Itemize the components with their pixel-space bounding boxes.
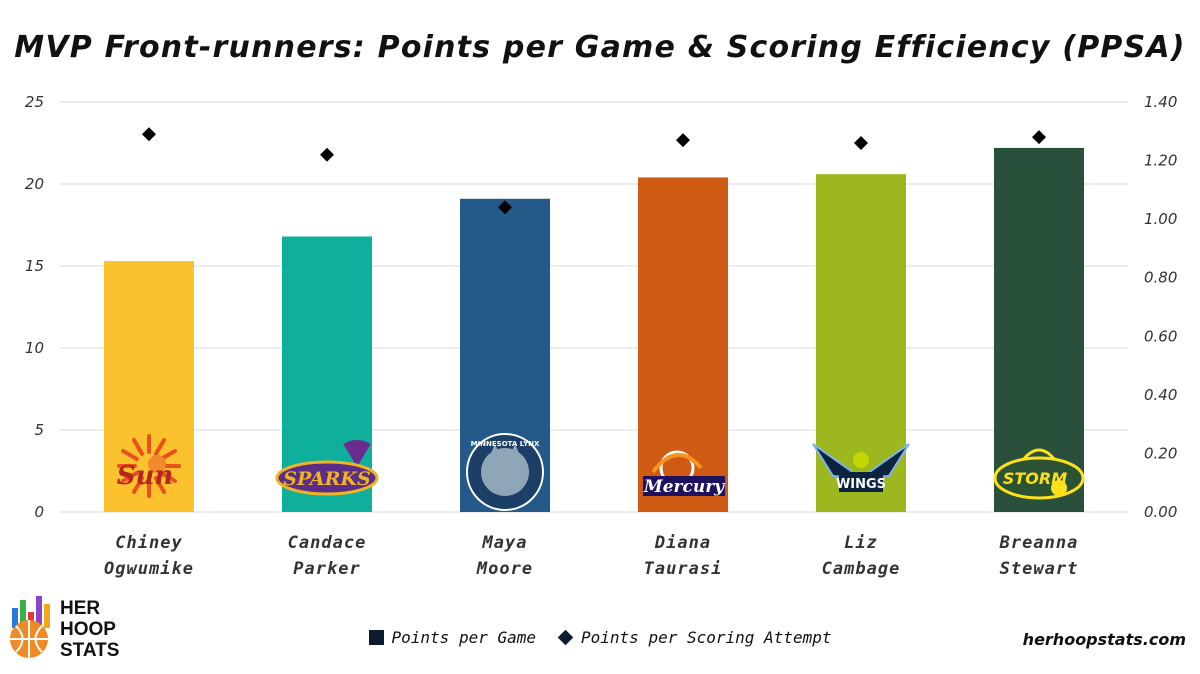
- sun-logo: Sun: [117, 434, 181, 498]
- player-label: Breanna: [999, 533, 1079, 553]
- legend: Points per Game Points per Scoring Attem…: [0, 628, 1200, 647]
- player-label: Candace: [288, 533, 367, 553]
- gridlines: [60, 101, 1128, 513]
- player-label: Chiney: [115, 533, 182, 553]
- svg-text:Mercury: Mercury: [643, 477, 725, 497]
- player-label: Liz: [844, 533, 878, 553]
- player-label: Maya: [482, 533, 528, 553]
- right-tick-label: 0.40: [1144, 386, 1177, 404]
- right-tick-label: 1.00: [1144, 210, 1177, 228]
- left-tick-label: 20: [25, 175, 44, 193]
- legend-ppsa-label: Points per Scoring Attempt: [581, 628, 832, 647]
- right-tick-label: 0.60: [1144, 327, 1177, 345]
- logo-line-hoop: HOOP: [60, 619, 116, 640]
- legend-square-icon: [368, 630, 384, 645]
- logo-bar-1: [12, 608, 18, 628]
- logo-wordmark: HER HOOP STATS: [60, 598, 119, 661]
- right-tick-label: 0.80: [1144, 269, 1177, 287]
- left-tick-label: 5: [34, 421, 44, 439]
- legend-item-ppsa: Points per Scoring Attempt: [557, 628, 832, 647]
- player-label: Ogwumike: [104, 559, 194, 579]
- storm-logo: STORM: [993, 448, 1085, 500]
- lynx-logo: MINNESOTA LYNX: [466, 433, 544, 511]
- player-label: Cambage: [822, 559, 901, 579]
- right-axis: 0.00 0.20 0.40 0.60 0.80 1.00 1.20 1.40: [1144, 93, 1177, 521]
- player-labels: Chiney Ogwumike Candace Parker Maya Moore Dian…: [104, 533, 1079, 579]
- bar-ppg: [104, 261, 194, 512]
- left-tick-label: 10: [25, 339, 44, 357]
- legend-item-ppg: Points per Game: [368, 628, 537, 647]
- ppsa-marker: [676, 133, 690, 148]
- logo-line-stats: STATS: [60, 640, 120, 661]
- legend-ppg-label: Points per Game: [391, 628, 537, 647]
- svg-text:MINNESOTA LYNX: MINNESOTA LYNX: [471, 440, 540, 448]
- left-tick-label: 25: [25, 93, 44, 111]
- mercury-logo: Mercury: [643, 450, 725, 497]
- right-tick-label: 1.40: [1144, 93, 1177, 111]
- team-logos: Sun SPARKS MINNESOTA LYNX Mercury WINGS STORM: [117, 433, 1085, 511]
- right-tick-label: 1.20: [1144, 152, 1177, 170]
- logo-bar-3: [28, 612, 34, 628]
- ppsa-marker: [320, 147, 334, 162]
- player-label: Taurasi: [644, 559, 723, 579]
- chart-title: MVP Front-runners: Points per Game & Sco…: [14, 30, 1186, 65]
- her-hoop-stats-logo: HER HOOP STATS: [8, 590, 138, 665]
- player-label: Diana: [654, 533, 711, 553]
- sparks-logo: SPARKS: [275, 439, 379, 496]
- ppsa-markers: [142, 127, 1046, 215]
- left-axis: 0 5 10 15 20 25: [25, 93, 44, 521]
- player-label: Stewart: [1000, 559, 1079, 579]
- basketball-icon: [10, 620, 48, 658]
- logo-bar-2: [20, 600, 26, 628]
- player-label: Parker: [293, 559, 360, 579]
- svg-text:WINGS: WINGS: [836, 477, 886, 492]
- svg-text:SPARKS: SPARKS: [283, 468, 370, 490]
- right-tick-label: 0.20: [1144, 444, 1177, 462]
- player-label: Moore: [476, 559, 533, 579]
- website-label: herhoopstats.com: [1022, 630, 1186, 649]
- left-tick-label: 0: [34, 503, 44, 521]
- ppsa-marker: [854, 136, 868, 150]
- logo-line-her: HER: [60, 598, 101, 619]
- logo-bars-icon: [12, 596, 50, 628]
- left-tick-label: 15: [25, 257, 44, 275]
- right-tick-label: 0.00: [1144, 503, 1177, 521]
- ppsa-marker: [142, 127, 156, 142]
- ppsa-marker: [1032, 130, 1046, 145]
- bar-ppg: [638, 177, 728, 512]
- logo-bar-4: [36, 596, 42, 628]
- legend-diamond-icon: [557, 629, 574, 646]
- ppsa-marker: [498, 200, 512, 215]
- logo-bar-5: [44, 604, 50, 628]
- wings-logo: WINGS: [812, 443, 910, 492]
- svg-text:Sun: Sun: [117, 461, 174, 491]
- svg-text:STORM: STORM: [1003, 469, 1067, 488]
- bars-group: [104, 147, 1084, 513]
